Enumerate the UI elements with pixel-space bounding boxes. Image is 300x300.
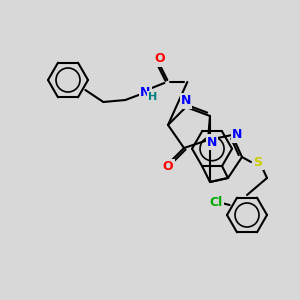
Text: N: N [140,85,151,98]
Text: O: O [163,160,173,173]
Text: S: S [254,155,262,169]
Text: N: N [207,136,217,148]
Text: N: N [181,94,191,107]
Text: H: H [148,92,157,102]
Text: Cl: Cl [209,196,222,209]
Text: N: N [232,128,242,142]
Text: O: O [154,52,165,65]
